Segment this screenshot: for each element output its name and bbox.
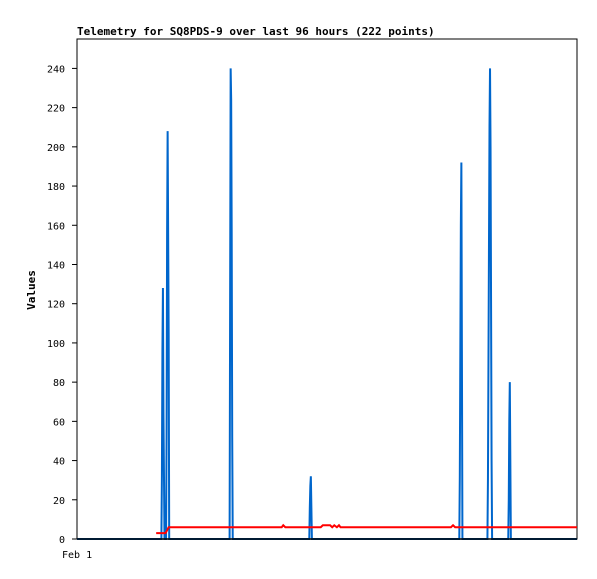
y-tick-label-160: 160 <box>47 221 65 232</box>
y-tick-label-100: 100 <box>47 339 65 350</box>
series-line-1 <box>77 68 577 540</box>
y-tick-label-80: 80 <box>53 378 65 389</box>
chart-title: Telemetry for SQ8PDS-9 over last 96 hour… <box>77 25 435 38</box>
y-tick-label-0: 0 <box>59 535 65 546</box>
y-tick-label-60: 60 <box>53 417 65 428</box>
y-tick-label-240: 240 <box>47 64 65 75</box>
y-tick-label-20: 20 <box>53 496 65 507</box>
x-tick-label-1: Feb 1 <box>62 550 92 561</box>
y-tick-label-120: 120 <box>47 300 65 311</box>
y-tick-label-200: 200 <box>47 143 65 154</box>
y-tick-label-180: 180 <box>47 182 65 193</box>
series-line-2 <box>156 523 577 535</box>
y-tick-label-140: 140 <box>47 260 65 271</box>
y-tick-label-40: 40 <box>53 457 65 468</box>
plot-area <box>76 38 578 540</box>
y-axis-label: Values <box>25 270 38 310</box>
x-axis: Feb 1 <box>62 550 92 561</box>
y-tick-label-220: 220 <box>47 104 65 115</box>
y-axis: 0 20 40 60 80 100 120 140 160 180 200 220 240 <box>47 64 77 546</box>
